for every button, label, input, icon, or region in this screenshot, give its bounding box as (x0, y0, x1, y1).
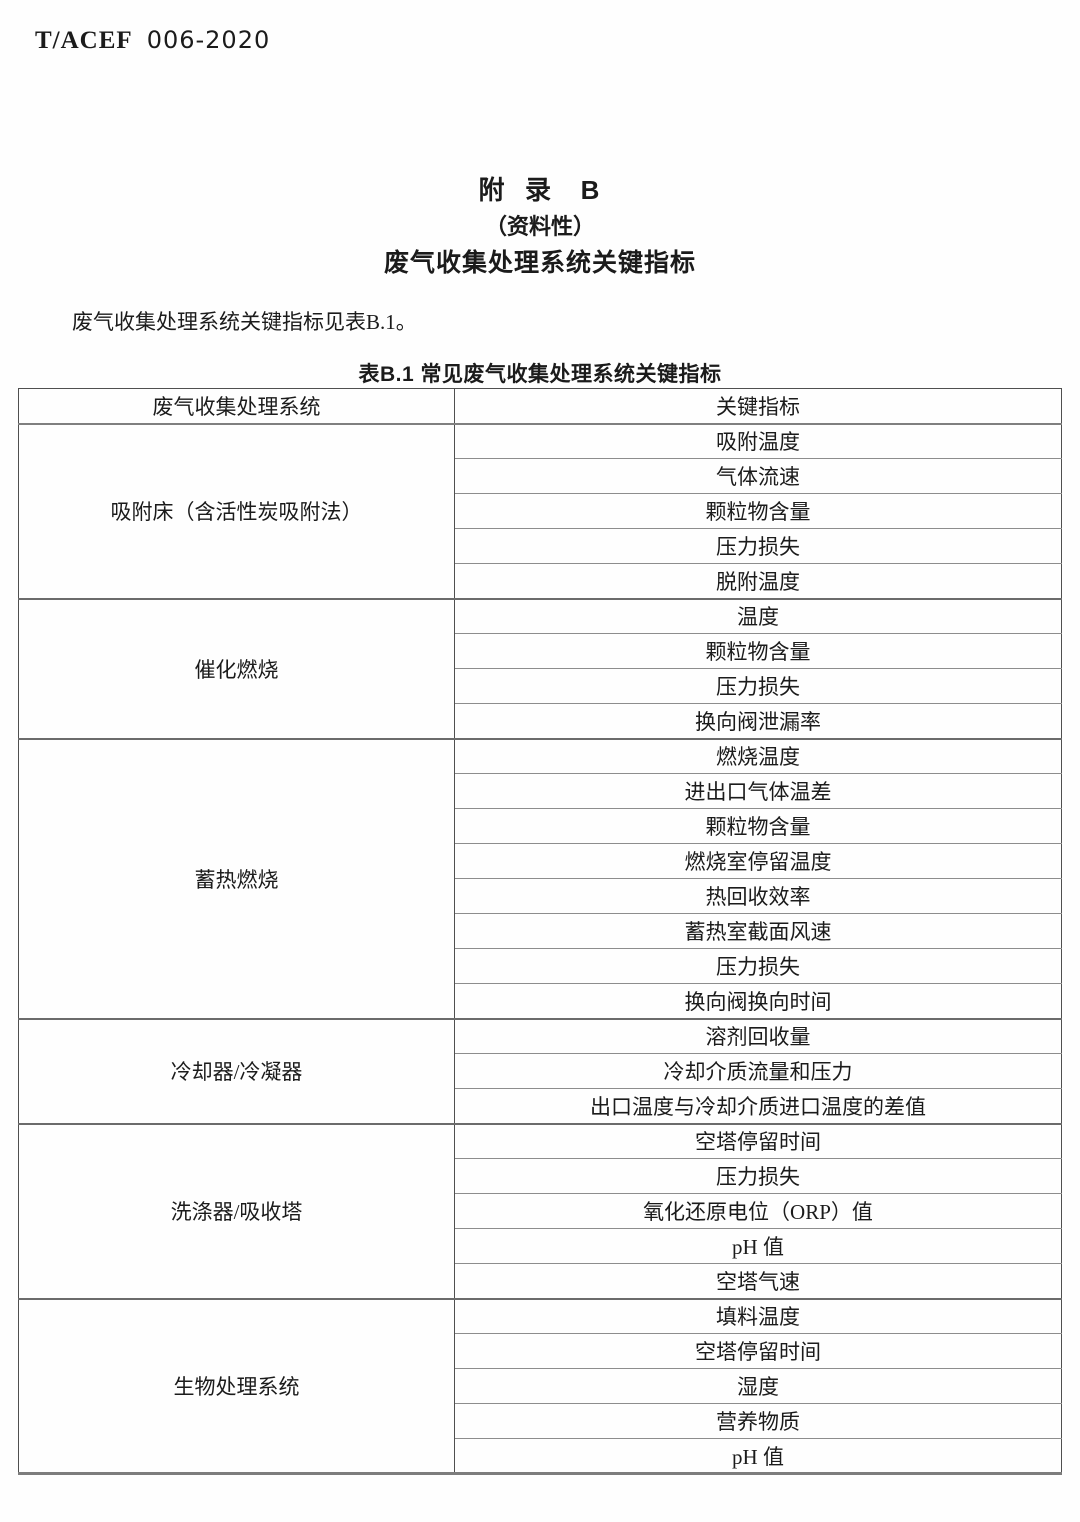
indicator-cell: 热回收效率 (705, 885, 811, 909)
table-row: 湿度 (18, 1368, 1062, 1404)
table-caption: 表B.1 常见废气收集处理系统关键指标 (358, 363, 722, 386)
indicator-table: 废气收集处理系统 关键指标 吸附床（含活性炭吸附法） 吸附温度 气体流速 颗粒物含量压… (18, 388, 1062, 1475)
indicator-cell: 换向阀泄漏率 (695, 709, 821, 734)
indicator-cell: 溶剂回收量 (705, 1025, 811, 1050)
table-row: 空塔气速 (18, 1263, 1062, 1299)
indicator-cell: 进出口气体温差 (684, 780, 832, 804)
table-row: 蓄热室截面风速 (18, 913, 1062, 949)
indicator-cell: 空塔停留时间 (695, 1130, 821, 1155)
indicator-cell: 出口温度与冷却介质进口温度的差值 (590, 1094, 926, 1119)
table-row: 冷却介质流量和压力 (18, 1053, 1062, 1089)
indicator-cell: 颗粒物含量 (705, 500, 811, 524)
system-cell: 催化燃烧 (18, 598, 455, 739)
indicator-cell: 氧化还原电位（ORP）值 (643, 1200, 873, 1224)
table-row: 冷却器/冷凝器 溶剂回收量 (18, 1018, 1062, 1124)
intro-paragraph: 废气收集处理系统关键指标见表B.1。 (72, 310, 417, 334)
indicator-cell: 燃烧温度 (716, 745, 800, 770)
system-cell: 生物处理系统 (18, 1298, 455, 1474)
indicator-cell: 填料温度 (716, 1305, 800, 1330)
indicator-cell: 脱附温度 (716, 569, 800, 594)
table-row: 燃烧室停留温度 (18, 843, 1062, 879)
document-code: T/ACEF 006-2020 (35, 26, 270, 55)
table-header-row: 废气收集处理系统 关键指标 (18, 388, 1062, 424)
table-row: 脱附温度 (18, 563, 1062, 599)
table-row: 吸附床（含活性炭吸附法） 吸附温度 (18, 423, 1062, 599)
indicator-cell: 压力损失 (716, 955, 800, 979)
system-cell: 冷却器/冷凝器 (18, 1018, 455, 1124)
indicator-cell: 燃烧室停留温度 (684, 850, 832, 874)
system-cell: 蓄热燃烧 (18, 738, 455, 1019)
table-row: 换向阀泄漏率 (18, 703, 1062, 739)
table-row: 进出口气体温差 (18, 773, 1062, 809)
indicator-cell: 温度 (737, 605, 779, 630)
table-row: 氧化还原电位（ORP）值 (18, 1193, 1062, 1229)
indicator-cell: pH 值 (732, 1235, 784, 1259)
table-row: 压力损失 (18, 948, 1062, 984)
table-row: 压力损失 (18, 528, 1062, 564)
indicator-cell: 蓄热室截面风速 (684, 920, 832, 944)
table-row: 颗粒物含量 (18, 633, 1062, 669)
table-row: pH 值 (18, 1438, 1062, 1474)
table-row: 洗涤器/吸收塔 空塔停留时间 (18, 1123, 1062, 1299)
indicator-cell: 颗粒物含量 (705, 640, 811, 664)
table-row: 催化燃烧 温度 (18, 598, 1062, 739)
table-row: 压力损失 (18, 1158, 1062, 1194)
indicator-cell: 湿度 (737, 1375, 779, 1399)
indicator-cell: 吸附温度 (716, 430, 800, 455)
appendix-title: 附 录 B (478, 175, 602, 205)
document-code-prefix: T/ACEF (35, 27, 133, 54)
system-cell: 吸附床（含活性炭吸附法） (18, 423, 455, 599)
indicator-cell: 冷却介质流量和压力 (663, 1060, 853, 1084)
indicator-cell: pH 值 (732, 1444, 784, 1469)
indicator-cell: 颗粒物含量 (705, 815, 811, 839)
indicator-cell: 压力损失 (716, 535, 800, 559)
appendix-subtitle: （资料性） (484, 214, 595, 239)
table-row: 颗粒物含量 (18, 808, 1062, 844)
indicator-cell: 气体流速 (716, 465, 800, 489)
table-row: 气体流速 (18, 458, 1062, 494)
column-header-indicator: 关键指标 (716, 394, 800, 419)
table-row: pH 值 (18, 1228, 1062, 1264)
table-row: 营养物质 (18, 1403, 1062, 1439)
indicator-cell: 空塔气速 (716, 1269, 800, 1294)
appendix-heading: 废气收集处理系统关键指标 (383, 249, 696, 277)
indicator-cell: 压力损失 (716, 675, 800, 699)
table-row: 颗粒物含量 (18, 493, 1062, 529)
indicator-cell: 空塔停留时间 (695, 1340, 821, 1364)
table-row: 换向阀换向时间 (18, 983, 1062, 1019)
table-row: 蓄热燃烧 燃烧温度 (18, 738, 1062, 1019)
table-row: 压力损失 (18, 668, 1062, 704)
indicator-cell: 换向阀换向时间 (684, 989, 832, 1014)
system-cell: 洗涤器/吸收塔 (18, 1123, 455, 1299)
table-row: 热回收效率 (18, 878, 1062, 914)
indicator-cell: 压力损失 (716, 1165, 800, 1189)
indicator-table-body: 吸附床（含活性炭吸附法） 吸附温度 气体流速 颗粒物含量 压力损失 脱附温度 催化燃烧 温度颗… (18, 423, 1062, 1474)
table-row: 生物处理系统 填料温度 (18, 1298, 1062, 1474)
document-code-number: 006-2020 (146, 26, 271, 54)
table-row: 出口温度与冷却介质进口温度的差值 (18, 1088, 1062, 1124)
indicator-cell: 营养物质 (716, 1410, 800, 1434)
column-header-system: 废气收集处理系统 (18, 388, 455, 424)
table-row: 空塔停留时间 (18, 1333, 1062, 1369)
